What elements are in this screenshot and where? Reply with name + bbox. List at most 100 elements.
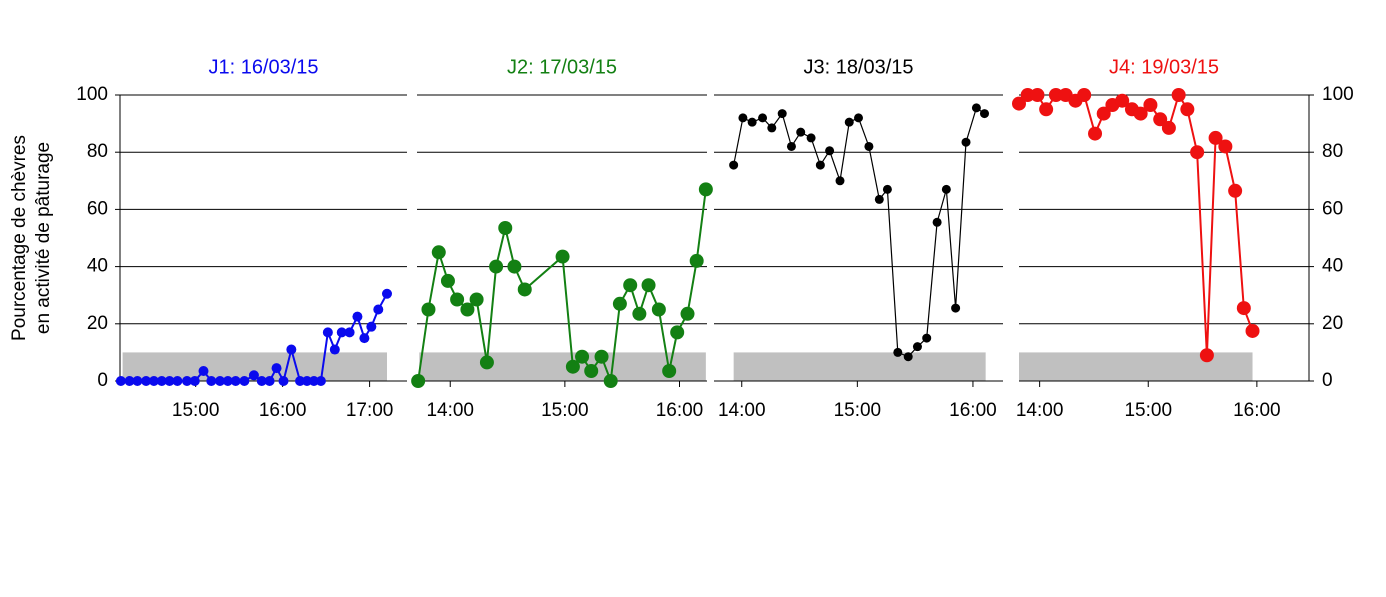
data-point	[729, 160, 739, 170]
x-tick-label: 14:00	[1016, 400, 1064, 421]
data-point	[641, 278, 656, 293]
data-point	[1218, 139, 1233, 154]
data-point	[517, 282, 532, 297]
data-point	[1020, 88, 1035, 102]
data-point	[278, 376, 289, 386]
data-point	[893, 347, 903, 357]
data-point	[440, 273, 455, 288]
data-point	[181, 376, 192, 386]
data-point	[555, 249, 570, 264]
data-point	[767, 123, 777, 133]
data-point	[1096, 106, 1111, 121]
data-point	[825, 146, 835, 156]
data-point	[198, 365, 209, 376]
data-point	[651, 302, 666, 317]
data-point	[1048, 88, 1063, 102]
data-point	[421, 302, 436, 317]
data-point	[594, 349, 609, 364]
data-point	[498, 220, 513, 235]
data-point	[189, 376, 200, 386]
y-tick-label: 0	[97, 370, 108, 391]
series-line	[417, 189, 707, 382]
y-tick-label: 100	[76, 84, 108, 105]
y-tick-label: 20	[1322, 313, 1343, 334]
x-tick-label: 16:00	[656, 400, 704, 421]
x-tick-label: 14:00	[718, 400, 766, 421]
y-tick-label: 60	[87, 198, 108, 219]
data-point	[336, 327, 347, 338]
data-point	[623, 278, 638, 293]
shaded-region	[733, 352, 986, 381]
y-tick-label: 100	[1322, 84, 1354, 105]
data-point	[758, 113, 768, 123]
data-point	[1190, 145, 1205, 160]
data-point	[1161, 120, 1176, 135]
y-tick-label: 80	[87, 141, 108, 162]
data-point	[469, 292, 484, 307]
data-point	[222, 376, 233, 386]
data-point	[115, 376, 126, 386]
data-point	[164, 376, 175, 386]
data-point	[603, 374, 618, 388]
data-point	[322, 327, 333, 338]
data-point	[941, 184, 951, 194]
data-point	[124, 376, 135, 386]
data-point	[806, 133, 816, 143]
data-point	[612, 296, 627, 311]
y-tick-label: 40	[1322, 256, 1343, 277]
data-point	[864, 141, 874, 151]
data-point	[1236, 301, 1251, 316]
data-point	[1133, 106, 1148, 121]
data-point	[698, 182, 713, 197]
data-point	[777, 109, 787, 119]
data-point	[584, 363, 599, 378]
data-point	[479, 355, 494, 370]
data-point	[315, 376, 326, 386]
data-point	[172, 376, 183, 386]
data-point	[359, 333, 370, 344]
data-point	[264, 376, 275, 386]
x-tick-label: 15:00	[541, 400, 589, 421]
data-point	[141, 376, 152, 386]
data-point	[786, 141, 796, 151]
x-tick-label: 15:00	[834, 400, 882, 421]
data-point	[632, 306, 647, 321]
data-point	[308, 376, 319, 386]
x-tick-label: 15:00	[172, 400, 220, 421]
y-tick-label: 40	[87, 256, 108, 277]
panel-title: J2: 17/03/15	[507, 56, 617, 78]
panel-title: J1: 16/03/15	[208, 56, 318, 78]
data-point	[329, 344, 340, 355]
series-line	[733, 106, 985, 358]
data-point	[1208, 130, 1223, 145]
data-point	[912, 342, 922, 352]
data-point	[882, 184, 892, 194]
data-point	[248, 370, 259, 381]
data-point	[1180, 102, 1195, 117]
data-point	[1030, 88, 1045, 102]
data-point	[980, 109, 990, 119]
x-tick-label: 15:00	[1124, 400, 1172, 421]
data-point	[662, 363, 677, 378]
data-point	[239, 376, 250, 386]
y-tick-label: 80	[1322, 141, 1343, 162]
data-point	[431, 245, 446, 260]
data-point	[903, 352, 913, 362]
data-point	[738, 113, 748, 123]
data-point	[489, 259, 504, 274]
data-point	[796, 127, 806, 137]
data-point	[1199, 348, 1214, 363]
data-point	[344, 327, 355, 338]
data-point	[670, 325, 685, 340]
y-tick-label: 0	[1322, 370, 1333, 391]
data-point	[689, 253, 704, 268]
data-point	[1088, 126, 1103, 141]
data-point	[1115, 93, 1130, 108]
data-point	[366, 321, 377, 332]
x-tick-label: 17:00	[346, 400, 394, 421]
data-point	[256, 376, 267, 386]
data-point	[680, 306, 695, 321]
data-point	[1012, 96, 1026, 111]
data-point	[230, 376, 241, 386]
